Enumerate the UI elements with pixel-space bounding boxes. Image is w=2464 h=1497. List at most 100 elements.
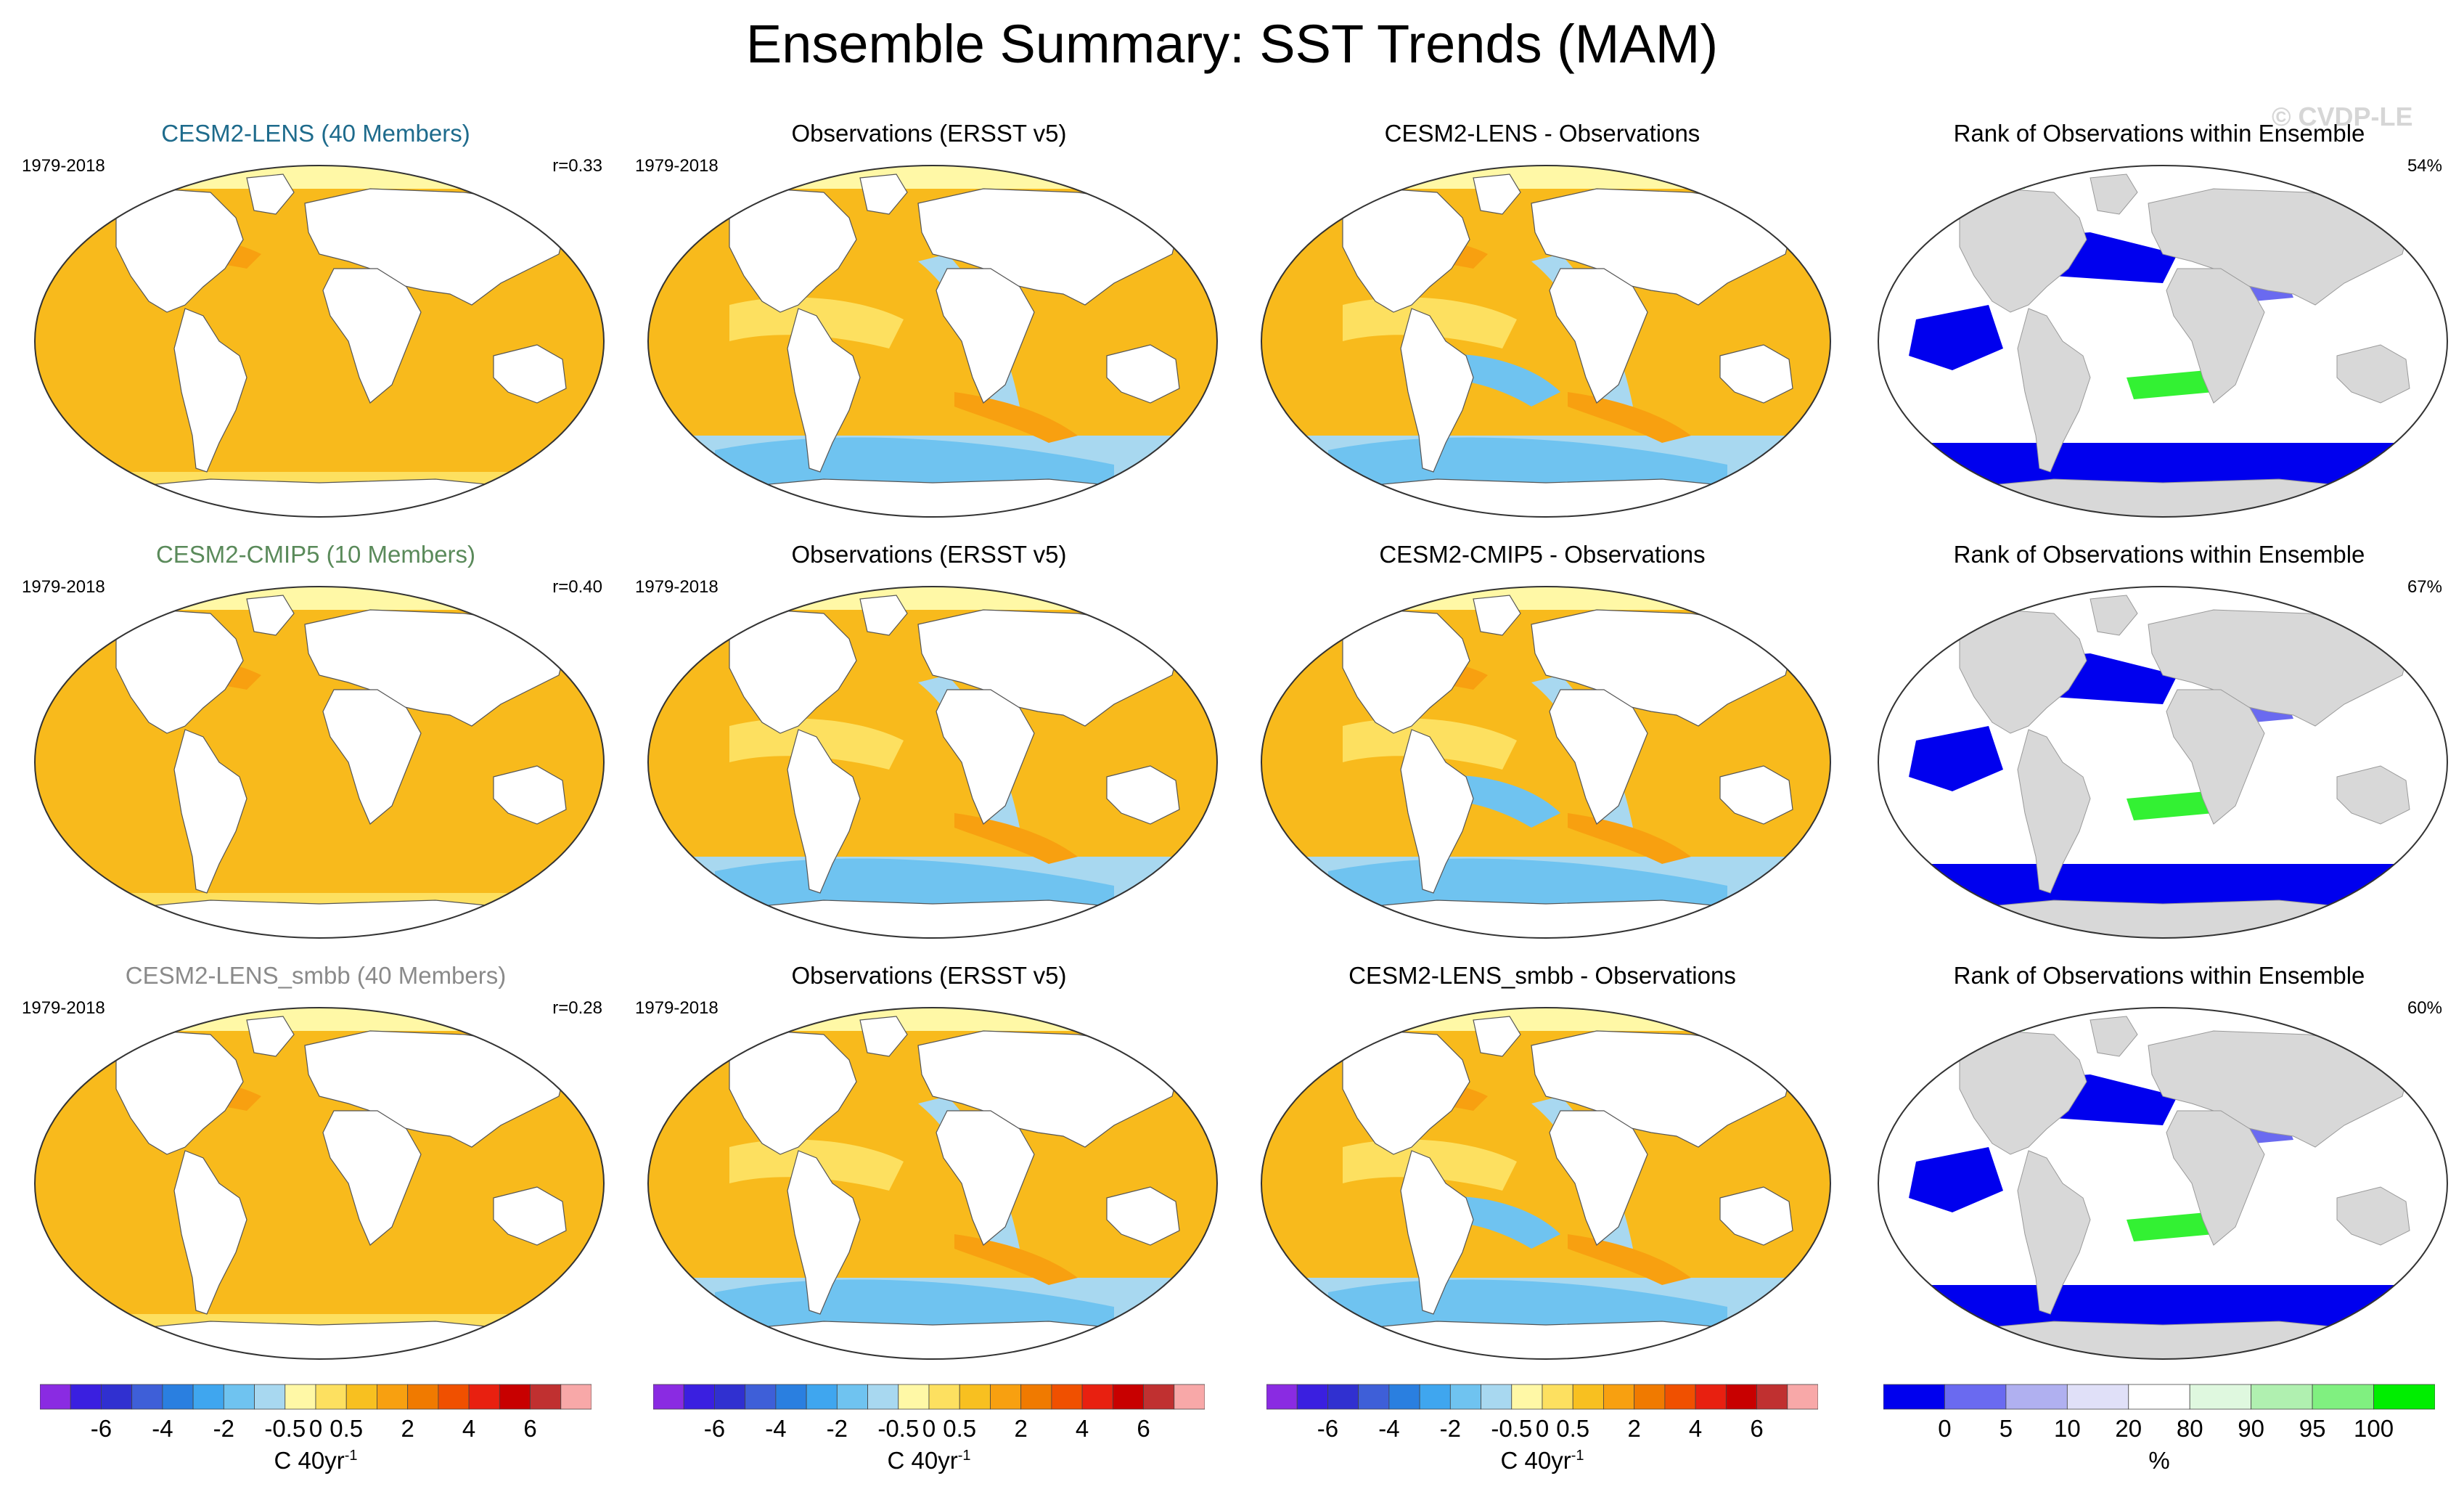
map-obs — [647, 586, 1218, 939]
colorbar-unit-label: C 40yr-1 — [1500, 1447, 1584, 1474]
colorbar-swatch — [560, 1384, 592, 1410]
colorbar-rank: 0 5 10 20 80 90 95 100% — [1883, 1383, 2435, 1485]
colorbar-swatch — [285, 1384, 316, 1410]
colorbar-tick-label: 6 — [523, 1415, 537, 1442]
period-label: 1979-2018 — [22, 577, 105, 597]
colorbar-swatch — [131, 1384, 163, 1410]
colorbar-tick-label: 6 — [1750, 1415, 1764, 1442]
period-label: 1979-2018 — [22, 998, 105, 1018]
period-label: 1979-2018 — [22, 156, 105, 176]
colorbar-trend-1: -6 -4 -2 -0.5 0 0.5 2 4 6 C 40yr-1 — [40, 1383, 592, 1485]
colorbar-swatch — [1143, 1384, 1175, 1410]
colorbar-swatch — [1787, 1384, 1818, 1410]
panel-model-row2: CESM2-CMIP5 (10 Members) 1979-2018 r=0.40 — [15, 541, 617, 947]
panel-obs-row3: Observations (ERSST v5) 1979-2018 — [628, 962, 1230, 1368]
colorbar-swatch — [1664, 1384, 1696, 1410]
colorbar-tick-label: -0.5 — [877, 1415, 920, 1442]
map-rank — [1878, 586, 2448, 939]
colorbar-swatch — [1174, 1384, 1205, 1410]
colorbar-swatch — [162, 1384, 194, 1410]
colorbar-swatch — [898, 1384, 930, 1410]
colorbar-swatch — [653, 1384, 684, 1410]
colorbar-tick-label: 0.5 — [1556, 1415, 1590, 1442]
colorbar-tick-label: -2 — [826, 1415, 848, 1442]
colorbar-swatches — [1883, 1384, 2435, 1410]
panel-title: CESM2-CMIP5 - Observations — [1379, 541, 1706, 568]
colorbar-unit-label: C 40yr-1 — [887, 1447, 971, 1474]
colorbar-tick-label: 6 — [1137, 1415, 1150, 1442]
rank-percent-label: 54% — [2407, 156, 2442, 176]
panel-title: Observations (ERSST v5) — [791, 541, 1067, 568]
watermark: © CVDP-LE — [2272, 102, 2413, 131]
panel-diff-row2: CESM2-CMIP5 - Observations — [1241, 541, 1843, 947]
colorbar-unit-label: C 40yr-1 — [274, 1447, 358, 1474]
colorbar-swatch — [683, 1384, 715, 1410]
panel-rank-row1: Rank of Observations within Ensemble 54% — [1858, 120, 2460, 526]
colorbar-swatch — [1603, 1384, 1635, 1410]
colorbar-swatch — [1020, 1384, 1052, 1410]
colorbar-swatch — [1725, 1384, 1757, 1410]
colorbar-swatch — [990, 1384, 1022, 1410]
rank-percent-label: 60% — [2407, 998, 2442, 1018]
panel-rank-row3: Rank of Observations within Ensemble 60% — [1858, 962, 2460, 1368]
colorbar-swatch — [438, 1384, 470, 1410]
colorbar-tick-label: 10 — [2053, 1415, 2081, 1442]
colorbar-tick-label: -4 — [765, 1415, 787, 1442]
panel-title: CESM2-CMIP5 (10 Members) — [155, 541, 476, 568]
colorbar-tick-label: 20 — [2115, 1415, 2142, 1442]
colorbar-swatch — [377, 1384, 409, 1410]
map-rank — [1878, 1007, 2448, 1360]
colorbar-tick-label: 0 — [308, 1415, 323, 1442]
colorbar-swatches — [653, 1384, 1205, 1410]
map-diff — [1261, 165, 1831, 518]
colorbar-tick-label: -6 — [703, 1415, 726, 1442]
panel-model-row3: CESM2-LENS_smbb (40 Members) 1979-2018 r=0… — [15, 962, 617, 1368]
colorbar-swatch — [2005, 1384, 2068, 1410]
colorbar-swatch — [530, 1384, 562, 1410]
period-label: 1979-2018 — [635, 577, 719, 597]
colorbar-tick-label: 2 — [401, 1415, 414, 1442]
colorbar-swatch — [1511, 1384, 1543, 1410]
colorbar-swatch — [714, 1384, 746, 1410]
colorbar-swatch — [1358, 1384, 1390, 1410]
colorbar-swatch — [2312, 1384, 2374, 1410]
panel-title: Observations (ERSST v5) — [791, 120, 1067, 147]
period-label: 1979-2018 — [635, 156, 719, 176]
colorbar-swatch — [1388, 1384, 1420, 1410]
colorbar-swatch — [1756, 1384, 1788, 1410]
colorbar-swatch — [2066, 1384, 2129, 1410]
colorbar-swatch — [70, 1384, 102, 1410]
colorbar-swatch — [1634, 1384, 1666, 1410]
colorbar-swatch — [223, 1384, 255, 1410]
colorbar-swatch — [315, 1384, 347, 1410]
colorbar-swatch — [867, 1384, 899, 1410]
colorbar-swatch — [1695, 1384, 1727, 1410]
correlation-label: r=0.28 — [552, 998, 602, 1018]
panel-obs-row1: Observations (ERSST v5) 1979-2018 — [628, 120, 1230, 526]
colorbar-swatch — [1081, 1384, 1113, 1410]
colorbar-trend-3: -6 -4 -2 -0.5 0 0.5 2 4 6 C 40yr-1 — [1266, 1383, 1818, 1485]
colorbar-swatch — [1944, 1384, 2007, 1410]
panel-title: CESM2-LENS_smbb - Observations — [1348, 962, 1736, 989]
map-model — [34, 586, 605, 939]
colorbar-trend-2: -6 -4 -2 -0.5 0 0.5 2 4 6 C 40yr-1 — [653, 1383, 1205, 1485]
colorbar-swatch — [2373, 1384, 2435, 1410]
panel-title: Rank of Observations within Ensemble — [1953, 962, 2365, 989]
colorbar-tick-label: -6 — [90, 1415, 112, 1442]
colorbar-tick-label: 0.5 — [943, 1415, 977, 1442]
colorbar-tick-label: 4 — [1075, 1415, 1089, 1442]
colorbar-unit-label: % — [2148, 1447, 2170, 1474]
colorbar-tick-label: 100 — [2354, 1415, 2394, 1442]
colorbar-swatch — [2251, 1384, 2313, 1410]
colorbar-swatch — [1542, 1384, 1573, 1410]
colorbar-tick-label: -0.5 — [264, 1415, 306, 1442]
panel-title: CESM2-LENS - Observations — [1384, 120, 1700, 147]
colorbar-swatch — [40, 1384, 71, 1410]
map-obs — [647, 1007, 1218, 1360]
colorbar-tick-label: -4 — [1378, 1415, 1400, 1442]
panel-diff-row3: CESM2-LENS_smbb - Observations — [1241, 962, 1843, 1368]
colorbar-swatch — [745, 1384, 777, 1410]
panel-title: Rank of Observations within Ensemble — [1953, 120, 2365, 147]
figure-title: Ensemble Summary: SST Trends (MAM) — [745, 14, 1719, 74]
colorbar-swatches — [40, 1384, 592, 1410]
